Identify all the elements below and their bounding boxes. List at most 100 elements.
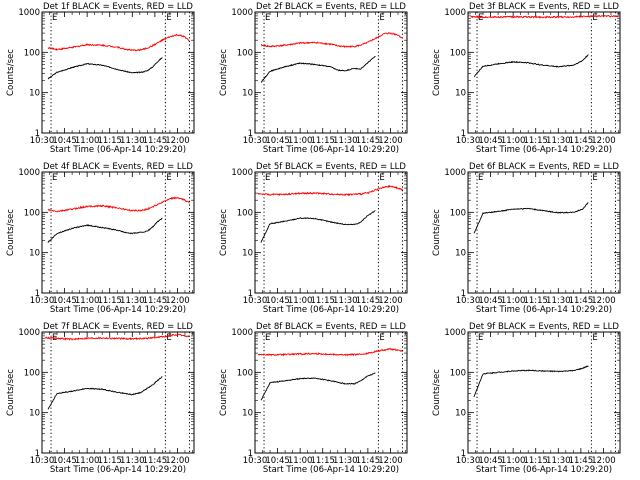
y-axis-label: Counts/sec xyxy=(6,49,16,96)
y-tick-label: 100 xyxy=(450,48,466,58)
x-tick-label: 11:45 xyxy=(356,456,381,466)
y-tick-label: 100 xyxy=(24,368,40,378)
panel-title: Det 7f BLACK = Events, RED = LLD xyxy=(43,322,193,332)
y-axis-label: Counts/sec xyxy=(219,209,229,256)
y-tick-label: 1000 xyxy=(18,168,40,178)
y-tick-label: 100 xyxy=(450,368,466,378)
event-marker-label: E xyxy=(166,333,171,343)
y-tick-label: 1000 xyxy=(18,328,40,338)
x-tick-label: 12:00 xyxy=(165,456,190,466)
plot-frame xyxy=(254,331,408,454)
y-tick-label: 1 xyxy=(248,289,253,299)
detector-panel: Det 6f BLACK = Events, RED = LLD 1 10 100 10… xyxy=(432,162,621,315)
x-tick-label: 11:15 xyxy=(97,456,122,466)
y-tick-label: 1000 xyxy=(444,8,466,18)
event-marker-label: E xyxy=(52,13,57,23)
plot-frame xyxy=(41,171,195,294)
x-tick-label: 10:45 xyxy=(265,136,290,146)
plot-frame xyxy=(254,11,408,134)
y-tick-label: 1 xyxy=(461,449,466,459)
x-tick-label: 11:15 xyxy=(310,296,335,306)
y-tick-label: 1 xyxy=(461,129,466,139)
x-tick-label: 11:00 xyxy=(75,136,100,146)
y-axis-label: Counts/sec xyxy=(219,369,229,416)
x-tick-label: 10:30 xyxy=(243,296,268,306)
y-tick-label: 100 xyxy=(237,208,253,218)
x-tick-label: 10:30 xyxy=(456,136,481,146)
x-axis-label: Start Time (06-Apr-14 10:29:20) xyxy=(476,465,612,475)
y-axis-label: Counts/sec xyxy=(6,369,16,416)
event-marker-label: E xyxy=(478,333,483,343)
event-marker-label: E xyxy=(592,333,597,343)
y-tick-label: 10 xyxy=(455,409,466,419)
x-tick-label: 12:00 xyxy=(165,296,190,306)
y-axis-label: Counts/sec xyxy=(432,209,442,256)
x-tick-label: 11:45 xyxy=(356,136,381,146)
panel-title: Det 8f BLACK = Events, RED = LLD xyxy=(256,322,406,332)
lld-series-line xyxy=(257,184,403,197)
y-tick-label: 1000 xyxy=(18,8,40,18)
panel-title: Det 1f BLACK = Events, RED = LLD xyxy=(43,2,193,12)
x-tick-label: 11:30 xyxy=(546,296,571,306)
x-axis-label: Start Time (06-Apr-14 10:29:20) xyxy=(50,145,186,155)
y-axis-label: Counts/sec xyxy=(6,209,16,256)
x-tick-label: 11:30 xyxy=(120,456,145,466)
x-tick-label: 12:00 xyxy=(378,296,403,306)
y-tick-label: 10 xyxy=(242,249,253,259)
y-tick-label: 1 xyxy=(461,289,466,299)
x-tick-label: 11:00 xyxy=(288,296,313,306)
y-tick-label: 10 xyxy=(242,89,253,99)
y-tick-label: 1 xyxy=(35,449,40,459)
panel-title: Det 3f BLACK = Events, RED = LLD xyxy=(469,2,619,12)
y-tick-label: 1000 xyxy=(444,328,466,338)
x-tick-label: 11:45 xyxy=(356,296,381,306)
x-axis-label: Start Time (06-Apr-14 10:29:20) xyxy=(50,465,186,475)
y-tick-label: 100 xyxy=(237,368,253,378)
x-axis-label: Start Time (06-Apr-14 10:29:20) xyxy=(476,305,612,315)
x-tick-label: 10:30 xyxy=(30,136,55,146)
x-tick-label: 12:00 xyxy=(591,136,616,146)
x-tick-label: 11:00 xyxy=(75,456,100,466)
x-tick-label: 10:45 xyxy=(478,456,503,466)
x-tick-label: 11:30 xyxy=(120,136,145,146)
detector-panel: Det 2f BLACK = Events, RED = LLD 1 10 100 10… xyxy=(219,2,408,155)
y-tick-label: 1000 xyxy=(444,168,466,178)
x-tick-label: 11:00 xyxy=(501,296,526,306)
plot-frame xyxy=(41,11,195,134)
y-tick-label: 1000 xyxy=(231,328,253,338)
events-series-line xyxy=(473,365,589,398)
detector-panel: Det 4f BLACK = Events, RED = LLD 1 10 100 10… xyxy=(6,162,195,315)
y-tick-label: 1000 xyxy=(231,168,253,178)
y-tick-label: 100 xyxy=(24,208,40,218)
x-tick-label: 10:30 xyxy=(243,136,268,146)
panel-title: Det 4f BLACK = Events, RED = LLD xyxy=(43,162,193,172)
y-axis-label: Counts/sec xyxy=(432,49,442,96)
x-tick-label: 10:45 xyxy=(52,296,77,306)
plot-frame xyxy=(254,171,408,294)
panel-title: Det 2f BLACK = Events, RED = LLD xyxy=(256,2,406,12)
event-marker-label: E xyxy=(592,13,597,23)
y-tick-label: 10 xyxy=(242,409,253,419)
event-marker-label: E xyxy=(379,173,384,183)
detector-panel: Det 5f BLACK = Events, RED = LLD 1 10 100 10… xyxy=(219,162,408,315)
event-marker-label: E xyxy=(478,173,483,183)
x-tick-label: 12:00 xyxy=(378,456,403,466)
x-tick-label: 11:30 xyxy=(546,136,571,146)
x-tick-label: 12:00 xyxy=(165,136,190,146)
x-tick-label: 11:15 xyxy=(310,136,335,146)
y-axis-label: Counts/sec xyxy=(219,49,229,96)
x-tick-label: 11:30 xyxy=(333,296,358,306)
x-tick-label: 11:30 xyxy=(546,456,571,466)
x-tick-label: 10:45 xyxy=(265,296,290,306)
y-tick-label: 100 xyxy=(237,48,253,58)
event-marker-label: E xyxy=(265,333,270,343)
events-series-line xyxy=(260,372,376,401)
detector-panel: Det 3f BLACK = Events, RED = LLD 1 10 100 10… xyxy=(432,2,621,155)
plot-frame xyxy=(467,171,621,294)
x-tick-label: 10:45 xyxy=(52,456,77,466)
event-marker-label: E xyxy=(265,173,270,183)
detector-panel: Det 9f BLACK = Events, RED = LLD 1 10 100 10… xyxy=(432,322,621,475)
event-marker-label: E xyxy=(166,13,171,23)
x-tick-label: 11:15 xyxy=(523,296,548,306)
